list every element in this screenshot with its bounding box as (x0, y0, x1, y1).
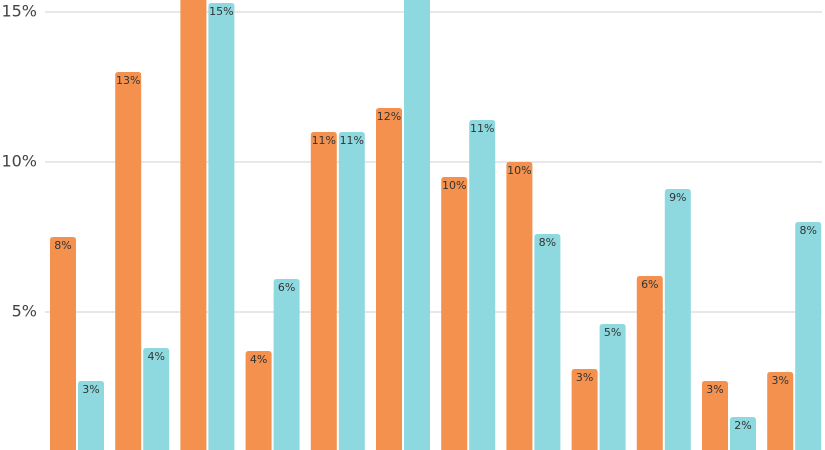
bar (404, 0, 430, 450)
value-label: 11% (340, 134, 364, 147)
bar (730, 417, 756, 450)
bar (338, 132, 365, 450)
bar (441, 177, 468, 450)
bar (664, 189, 691, 450)
bar (767, 372, 794, 450)
bar (534, 234, 561, 450)
value-label: 9% (669, 191, 686, 204)
bar (143, 348, 170, 450)
bar (50, 237, 76, 450)
bar (115, 72, 142, 450)
value-label: 4% (147, 350, 164, 363)
value-label: 4% (250, 353, 267, 366)
bar (376, 108, 402, 450)
bar (245, 351, 272, 450)
value-label: 8% (54, 239, 71, 252)
bar (636, 276, 663, 450)
bar (208, 3, 235, 450)
value-label: 3% (771, 374, 788, 387)
bar (599, 324, 626, 450)
bar (506, 162, 533, 450)
value-label: 3% (82, 383, 99, 396)
y-tick-label: 15% (1, 2, 37, 21)
value-label: 13% (116, 74, 140, 87)
bar (180, 0, 207, 450)
value-label: 6% (278, 281, 295, 294)
value-label: 11% (470, 122, 494, 135)
bar (78, 381, 104, 450)
value-label: 3% (706, 383, 723, 396)
value-label: 12% (377, 110, 401, 123)
value-label: 2% (734, 419, 751, 432)
value-label: 10% (442, 179, 466, 192)
y-tick-label: 10% (1, 152, 37, 171)
value-label: 10% (507, 164, 531, 177)
bar (571, 369, 598, 450)
value-label: 11% (312, 134, 336, 147)
bar (795, 222, 822, 450)
value-label: 3% (576, 371, 593, 384)
value-label: 8% (539, 236, 556, 249)
value-label: 15% (209, 5, 233, 18)
value-label: 8% (799, 224, 816, 237)
bar (469, 120, 496, 450)
y-tick-label: 5% (12, 302, 37, 321)
value-label: 5% (604, 326, 621, 339)
bar (702, 381, 728, 450)
bar (310, 132, 337, 450)
bar (273, 279, 300, 450)
value-label: 6% (641, 278, 658, 291)
